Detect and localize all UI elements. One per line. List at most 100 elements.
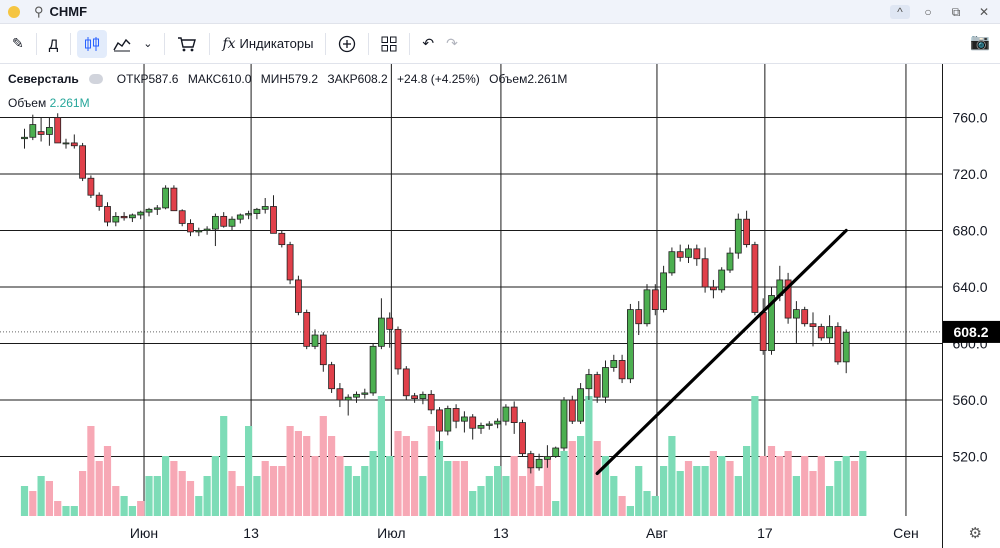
volume-bar	[651, 496, 659, 516]
volume-bar	[245, 426, 253, 516]
close-button[interactable]: ✕	[978, 5, 990, 19]
popout-button[interactable]: ⧉	[951, 4, 961, 19]
candle-body	[328, 364, 336, 390]
volume-bar	[253, 476, 261, 516]
visibility-toggle-icon[interactable]	[88, 74, 103, 84]
candle-body	[801, 309, 809, 325]
candle-body	[519, 422, 526, 455]
candle-body	[784, 279, 792, 319]
redo-button[interactable]: ↷	[440, 30, 464, 58]
price-chart[interactable]: 520.0560.0600.0640.0680.0720.0760.0608.2…	[0, 64, 1000, 548]
add-compare-button[interactable]	[332, 30, 362, 58]
toolbar-divider	[368, 32, 370, 55]
candle-body	[21, 136, 28, 140]
candle-body	[377, 317, 385, 347]
chart-grid	[0, 64, 943, 548]
timeframe-button[interactable]: Д	[43, 30, 64, 58]
volume-bar	[369, 451, 377, 516]
instrument-name[interactable]: Северсталь	[8, 72, 79, 86]
volume-bar	[535, 486, 543, 516]
cart-button[interactable]	[171, 30, 203, 58]
volume-bar	[593, 441, 601, 516]
volume-bar	[336, 456, 344, 516]
candle-body	[220, 215, 228, 227]
fx-icon: fx	[222, 35, 236, 52]
volume-legend-value: 2.261M	[49, 96, 90, 110]
camera-icon[interactable]: 📷	[970, 34, 990, 51]
restore-button[interactable]: ○	[924, 5, 932, 19]
candle-body	[87, 177, 95, 196]
chart-type-dropdown[interactable]: ⌄	[137, 30, 158, 58]
candle-body	[70, 142, 78, 147]
volume-bar	[776, 456, 784, 516]
low-value: МИН579.2	[260, 72, 319, 86]
redo-icon: ↷	[446, 35, 458, 51]
volume-bar	[601, 456, 610, 516]
volume-bar	[178, 471, 186, 516]
candle-body	[668, 251, 676, 274]
volume-bar	[518, 476, 527, 516]
volume-legend[interactable]: Объем 2.261M	[8, 96, 90, 110]
trend-line-drawing	[595, 228, 848, 476]
candle-body	[826, 326, 833, 339]
candle-body	[743, 218, 750, 246]
volume-bar	[170, 461, 178, 516]
volume-bar	[543, 456, 551, 516]
layout-button[interactable]	[375, 30, 403, 58]
volume-bar	[62, 506, 70, 516]
volume-bar	[684, 461, 693, 516]
undo-button[interactable]: ↶	[416, 30, 440, 58]
volume-bar	[693, 466, 701, 516]
volume-bar	[112, 486, 120, 516]
search-icon[interactable]: ⚲	[34, 3, 44, 19]
time-tick-label: 13	[493, 525, 509, 541]
candle-body	[568, 399, 576, 422]
volume-bar	[79, 471, 87, 516]
volume-bar	[834, 461, 842, 516]
candle-body	[585, 374, 593, 390]
time-tick-label: Сен	[893, 525, 919, 541]
volume-bar	[635, 466, 643, 516]
volume-bar	[103, 446, 112, 516]
candle-body	[228, 218, 236, 227]
volume-bar	[344, 466, 352, 516]
volume-bar	[826, 486, 834, 516]
candle-body	[211, 215, 219, 230]
volume-bar	[444, 461, 452, 516]
candle-body	[54, 117, 62, 144]
volume-legend-label: Объем	[8, 96, 47, 110]
candle-body	[278, 232, 286, 246]
candle-body	[137, 211, 145, 216]
volume-bar	[660, 466, 668, 516]
window-title-bar: ⚲ CHMF ^ ○ ⧉ ✕	[0, 0, 1000, 24]
candle-body	[178, 210, 186, 224]
volume-bar	[352, 476, 361, 516]
candle-body	[253, 208, 261, 214]
candles-style-button[interactable]	[77, 29, 108, 58]
candle-body	[693, 248, 701, 260]
indicators-button[interactable]: fx Индикаторы	[216, 30, 319, 58]
drawing-tools-button[interactable]: ✎	[6, 30, 30, 58]
candle-body	[128, 214, 136, 219]
volume-bar	[20, 486, 29, 516]
candle-body	[394, 328, 402, 370]
volume-bar	[477, 486, 485, 516]
gear-icon[interactable]: ⚙	[968, 525, 982, 542]
volume-bar	[726, 461, 734, 516]
symbol-search-input[interactable]: CHMF	[49, 4, 88, 19]
candle-body	[112, 215, 120, 223]
candle-body	[62, 142, 70, 145]
candle-body	[494, 420, 502, 425]
chart-toolbar: ✎ Д ⌄ fx Индикаторы	[0, 24, 1000, 64]
volume-bar	[743, 446, 751, 516]
change-value: +24.8 (+4.25%)	[397, 72, 480, 86]
candle-body	[701, 258, 709, 288]
volume-bar	[153, 476, 161, 516]
volume-bar	[435, 441, 444, 516]
volume-bar	[303, 436, 311, 516]
volume-bar	[386, 456, 394, 516]
candle-body	[37, 131, 45, 135]
area-style-button[interactable]	[107, 30, 137, 58]
volume-bar	[585, 396, 593, 516]
collapse-button[interactable]: ^	[890, 5, 910, 19]
